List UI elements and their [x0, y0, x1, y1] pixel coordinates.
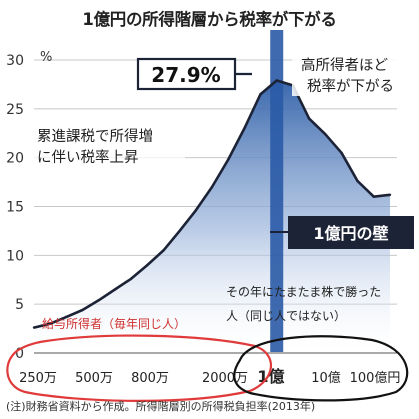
- red-hand-drawn-circle: [6, 334, 273, 402]
- right-annotation-line-1: 高所得者ほど: [301, 57, 388, 74]
- data-point: [97, 299, 100, 302]
- data-point: [388, 193, 392, 196]
- y-tick-label: 0: [15, 346, 24, 362]
- y-tick-label: 10: [6, 248, 24, 264]
- data-point: [129, 277, 133, 280]
- data-point: [259, 92, 262, 96]
- data-point: [307, 117, 311, 120]
- peak-value-label: 27.9%: [151, 63, 220, 87]
- y-axis-ticks: 0 5 10 15 20 25 30: [6, 53, 24, 362]
- data-point: [178, 229, 181, 233]
- x-tick-label: 100億円: [350, 370, 401, 386]
- lucky-annotation-line-1: その年にたまたま株で勝った: [226, 284, 381, 299]
- data-point: [372, 195, 376, 198]
- data-point: [162, 249, 165, 252]
- lucky-annotation-line-2: 人（同じ人ではない）: [226, 309, 346, 323]
- salary-annotation: 給与所得者（毎年同じ人）: [42, 316, 186, 331]
- x-tick-label: 500万: [75, 371, 113, 386]
- right-annotation-line-2: 税率が下がる: [307, 78, 394, 95]
- source-note: (注)財務省資料から作成。所得階層別の所得税負担率(2013年): [6, 400, 316, 413]
- y-tick-label: 30: [6, 53, 24, 69]
- y-tick-label: 25: [6, 102, 24, 118]
- wall-callout: 1億円の壁: [270, 216, 414, 249]
- data-point: [81, 308, 84, 312]
- data-point: [243, 127, 246, 130]
- wall-label: 1億円の壁: [313, 224, 388, 243]
- black-hand-drawn-circle: [233, 335, 409, 402]
- y-tick-label: 20: [6, 151, 24, 167]
- chart-title: 1億円の所得階層から税率が下がる: [82, 10, 337, 29]
- lucky-annotation: その年にたまたま株で勝った 人（同じ人ではない）: [226, 284, 381, 323]
- x-tick-label: 2000万: [202, 371, 248, 386]
- y-tick-label: 5: [15, 297, 24, 313]
- data-point: [226, 158, 230, 161]
- data-point: [356, 179, 359, 183]
- x-tick-label: 800万: [131, 371, 169, 386]
- data-point: [210, 185, 214, 189]
- data-point: [113, 288, 117, 291]
- y-axis-unit: %: [40, 50, 52, 65]
- left-annotation-line-2: に伴い税率上昇: [37, 149, 139, 166]
- x-axis-tick-labels: 250万 500万 800万 2000万 1億 10億 100億円: [19, 367, 400, 386]
- peak-callout: 27.9%: [136, 57, 252, 91]
- y-tick-label: 15: [6, 200, 24, 216]
- left-annotation: 累進課税で所得増 に伴い税率上昇: [33, 124, 185, 168]
- left-annotation-line-1: 累進課税で所得増: [37, 128, 153, 145]
- data-point: [32, 326, 36, 329]
- data-point: [65, 315, 68, 319]
- data-point: [146, 263, 149, 267]
- data-point: [48, 322, 52, 325]
- x-tick-label: 250万: [19, 371, 57, 386]
- one-oku-band: [270, 30, 284, 352]
- data-point: [275, 79, 278, 82]
- x-tick-label: 10億: [311, 370, 341, 386]
- data-point: [194, 209, 198, 212]
- right-annotation: 高所得者ほど 税率が下がる: [292, 52, 416, 96]
- data-point: [340, 151, 343, 154]
- data-point: [324, 133, 327, 136]
